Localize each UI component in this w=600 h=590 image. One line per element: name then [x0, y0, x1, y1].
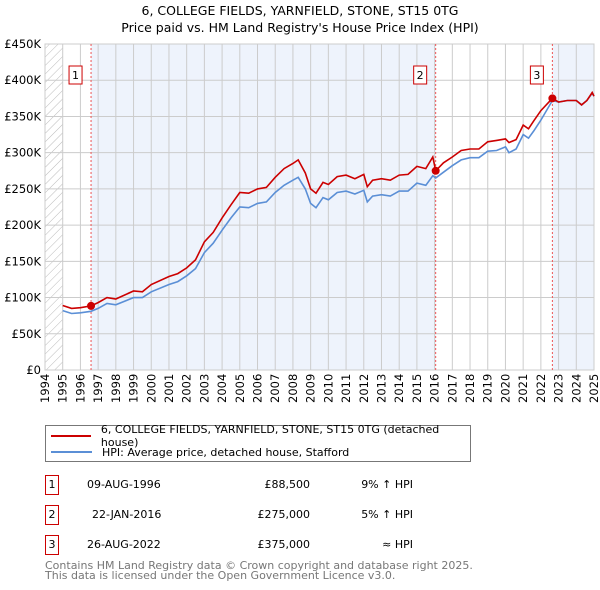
sale-hpi-diff: 9% ↑ HPI — [361, 478, 413, 491]
x-tick-label: 2022 — [534, 374, 548, 403]
sale-date: 26-AUG-2022 — [87, 538, 161, 551]
x-tick-label: 2017 — [445, 374, 459, 403]
x-tick-label: 1997 — [91, 374, 105, 403]
sale-price: £88,500 — [264, 478, 311, 491]
sale-hpi-diff: 5% ↑ HPI — [361, 508, 413, 521]
y-tick-label: £450K — [4, 37, 41, 51]
y-tick-label: £100K — [4, 291, 41, 305]
legend-label-hpi: HPI: Average price, detached house, Staf… — [102, 445, 350, 459]
x-tick-label: 1998 — [109, 374, 123, 403]
sale-point-3 — [548, 94, 557, 103]
x-tick-label: 2003 — [197, 374, 211, 403]
x-tick-label: 2023 — [552, 374, 566, 403]
sale-price: £375,000 — [257, 538, 311, 551]
x-tick-label: 2013 — [374, 374, 388, 403]
x-tick-label: 2015 — [410, 374, 424, 403]
x-tick-label: 1995 — [56, 374, 70, 403]
hpi-line — [62, 91, 595, 315]
y-tick-label: £200K — [4, 218, 41, 232]
x-tick-label: 1996 — [73, 374, 87, 403]
x-tick-label: 2008 — [286, 374, 300, 403]
x-tick-label: 1994 — [38, 374, 52, 403]
legend-swatch-property — [51, 435, 91, 437]
sale-row: 3 26-AUG-2022 £375,000 ≈ HPI — [45, 535, 445, 555]
sale-marker-number: 1 — [72, 69, 79, 82]
x-tick-label: 2014 — [392, 374, 406, 403]
y-tick-label: £50K — [12, 327, 42, 341]
sale-date: 09-AUG-1996 — [87, 478, 161, 491]
x-tick-label: 2009 — [304, 374, 318, 403]
x-tick-label: 1999 — [127, 374, 141, 403]
sale-marker-box-2 — [413, 65, 428, 85]
x-tick-label: 2018 — [463, 374, 477, 403]
x-tick-label: 2021 — [516, 374, 530, 403]
ownership-shade — [91, 44, 436, 370]
x-tick-label: 2002 — [180, 374, 194, 403]
x-tick-label: 2011 — [339, 374, 353, 403]
sale-marker-number: 2 — [417, 69, 424, 82]
x-tick-label: 2000 — [144, 374, 158, 403]
plot-border — [44, 43, 595, 371]
sale-marker-box-3 — [529, 65, 544, 85]
footer-licence: This data is licensed under the Open Gov… — [45, 569, 396, 582]
y-tick-label: £250K — [4, 182, 41, 196]
y-tick-label: £0 — [26, 363, 41, 377]
x-tick-label: 2025 — [587, 374, 600, 403]
y-tick-label: £400K — [4, 73, 41, 87]
x-tick-label: 2010 — [321, 374, 335, 403]
legend-label-property: 6, COLLEGE FIELDS, YARNFIELD, STONE, ST1… — [100, 423, 440, 449]
sale-marker-label: 2 — [45, 505, 59, 525]
x-tick-label: 2006 — [251, 374, 265, 403]
chart-title: 6, COLLEGE FIELDS, YARNFIELD, STONE, ST1… — [141, 3, 459, 18]
x-tick-label: 2016 — [428, 374, 442, 403]
plot-area: £0 £50K £100K £150K £200K £250K £300K £350K £400… — [4, 37, 600, 403]
sale-price: £275,000 — [257, 508, 311, 521]
x-tick-label: 2007 — [268, 374, 282, 403]
x-tick-label: 2012 — [357, 374, 371, 403]
y-tick-label: £350K — [4, 109, 41, 123]
sale-marker-label: 3 — [45, 535, 59, 555]
sale-marker-box-1 — [68, 65, 83, 85]
sale-point-2 — [431, 166, 440, 175]
x-tick-label: 2020 — [498, 374, 512, 403]
chart-subtitle: Price paid vs. HM Land Registry's House … — [121, 20, 479, 35]
property-price-line — [62, 90, 595, 310]
sale-row: 2 22-JAN-2016 £275,000 5% ↑ HPI — [45, 505, 445, 525]
sale-date: 22-JAN-2016 — [92, 508, 162, 521]
x-tick-label: 2019 — [481, 374, 495, 403]
x-tick-label: 2005 — [233, 374, 247, 403]
sale-row: 1 09-AUG-1996 £88,500 9% ↑ HPI — [45, 475, 445, 495]
no-data-hatch — [45, 44, 63, 370]
sale-marker-label: 1 — [45, 475, 59, 495]
sale-marker-number: 3 — [533, 69, 540, 82]
x-tick-label: 2001 — [162, 374, 176, 403]
sale-hpi-diff: ≈ HPI — [382, 538, 413, 551]
legend: 6, COLLEGE FIELDS, YARNFIELD, STONE, ST1… — [45, 423, 471, 462]
footer-copyright: Contains HM Land Registry data © Crown c… — [45, 559, 473, 572]
sale-point-1 — [87, 301, 96, 310]
ownership-shade — [552, 44, 594, 370]
x-tick-label: 2004 — [215, 374, 229, 403]
legend-swatch-hpi — [51, 451, 92, 453]
y-tick-label: £300K — [4, 146, 41, 160]
x-tick-label: 2024 — [569, 374, 583, 403]
y-tick-label: £150K — [4, 254, 41, 268]
